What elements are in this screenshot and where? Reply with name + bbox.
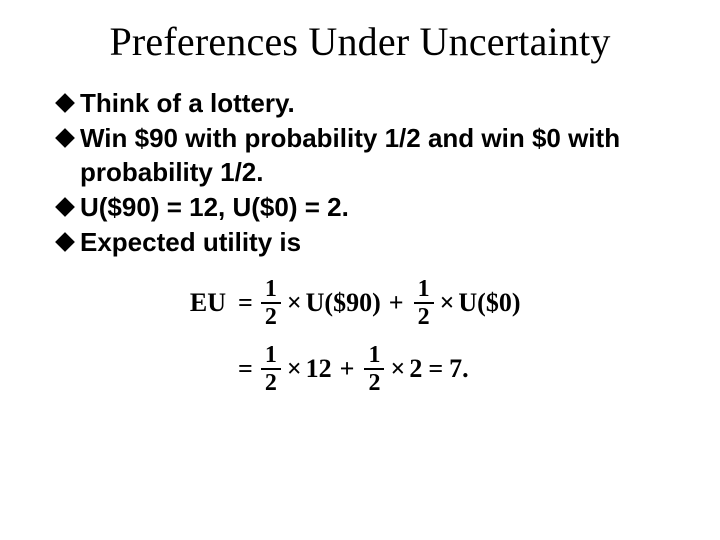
equals-sign: = [232, 354, 259, 384]
times-sign: × [386, 354, 409, 384]
slide: Preferences Under Uncertainty Think of a… [0, 0, 720, 540]
numerator: 1 [261, 343, 281, 367]
denominator: 2 [261, 371, 281, 395]
list-item: Expected utility is [56, 226, 670, 259]
times-sign: × [283, 354, 306, 384]
equation-row: EU = 1 2 × 12 + 1 2 × 2 = 7. [170, 343, 670, 395]
eq-result: 7. [449, 354, 469, 384]
eq-term: U($90) [306, 288, 381, 318]
equals-sign: = [422, 354, 449, 384]
eq-value: 12 [306, 354, 332, 384]
plus-sign: + [332, 354, 363, 384]
bullet-text: Win $90 with probability 1/2 and win $0 … [80, 122, 670, 189]
denominator: 2 [261, 305, 281, 329]
list-item: Think of a lottery. [56, 87, 670, 120]
eq-term: U($0) [458, 288, 520, 318]
fraction: 1 2 [364, 343, 384, 395]
equation-row: EU = 1 2 × U($90) + 1 2 × U($0) [170, 277, 670, 329]
bullet-list: Think of a lottery. Win $90 with probabi… [56, 87, 670, 259]
denominator: 2 [364, 371, 384, 395]
plus-sign: + [381, 288, 412, 318]
numerator: 1 [261, 277, 281, 301]
diamond-icon [55, 128, 75, 148]
fraction: 1 2 [261, 277, 281, 329]
denominator: 2 [414, 305, 434, 329]
equals-sign: = [232, 288, 259, 318]
diamond-icon [55, 197, 75, 217]
times-sign: × [283, 288, 306, 318]
bullet-text: Think of a lottery. [80, 87, 670, 120]
list-item: U($90) = 12, U($0) = 2. [56, 191, 670, 224]
eq-lhs: EU [170, 288, 232, 318]
fraction: 1 2 [261, 343, 281, 395]
bullet-text: U($90) = 12, U($0) = 2. [80, 191, 670, 224]
numerator: 1 [414, 277, 434, 301]
list-item: Win $90 with probability 1/2 and win $0 … [56, 122, 670, 189]
eq-value: 2 [409, 354, 422, 384]
diamond-icon [55, 93, 75, 113]
slide-title: Preferences Under Uncertainty [50, 18, 670, 65]
numerator: 1 [364, 343, 384, 367]
bullet-text: Expected utility is [80, 226, 670, 259]
times-sign: × [436, 288, 459, 318]
diamond-icon [55, 232, 75, 252]
fraction: 1 2 [414, 277, 434, 329]
equation-block: EU = 1 2 × U($90) + 1 2 × U($0) EU = 1 [50, 277, 670, 395]
